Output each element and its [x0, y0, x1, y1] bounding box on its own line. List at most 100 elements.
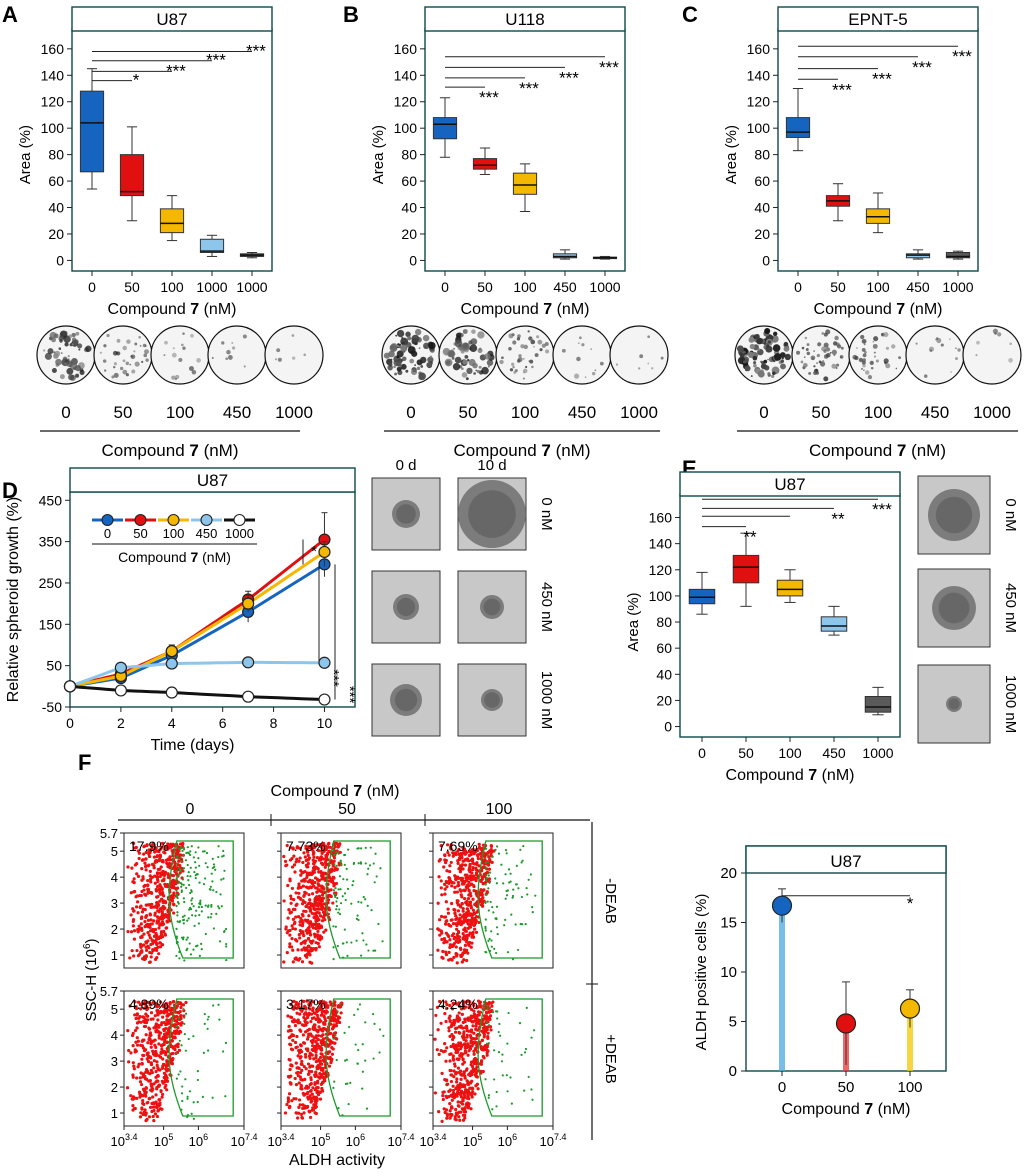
- panel-C-title: EPNT-5: [848, 10, 908, 29]
- cell-event: [312, 866, 316, 871]
- cell-event: [451, 1088, 456, 1093]
- cell-event: [134, 1016, 138, 1021]
- cell-event: [173, 1047, 177, 1051]
- colony-dot: [757, 348, 761, 351]
- cell-event: [289, 1043, 293, 1047]
- cell-event: [159, 847, 163, 851]
- aldh-positive-event: [500, 863, 503, 866]
- cell-event: [479, 1059, 484, 1063]
- y-tick-label: 0: [56, 252, 64, 268]
- colony-dot: [477, 331, 485, 339]
- cell-event: [456, 1057, 461, 1062]
- cell-event: [457, 1044, 461, 1048]
- cell-event: [449, 1079, 454, 1084]
- cell-event: [161, 1057, 165, 1061]
- cell-event: [329, 1022, 333, 1026]
- colony-dot: [398, 343, 402, 347]
- cell-event: [449, 1114, 453, 1118]
- aldh-positive-event: [204, 877, 207, 880]
- well-label: 0: [406, 403, 415, 422]
- cell-event: [453, 885, 457, 889]
- cell-event: [284, 864, 288, 868]
- cell-event: [284, 927, 288, 931]
- cell-event: [288, 911, 292, 915]
- cell-event: [127, 1048, 131, 1053]
- colony-dot: [767, 358, 769, 361]
- cell-event: [296, 948, 300, 952]
- cell-event: [141, 907, 145, 911]
- aldh-positive-event: [491, 1108, 494, 1111]
- colony-dot: [541, 343, 546, 348]
- colony-dot: [116, 338, 121, 343]
- significance-label: ***: [341, 686, 358, 704]
- colony-dot: [865, 370, 870, 375]
- cell-event: [143, 1108, 147, 1112]
- aldh-positive-event: [505, 894, 509, 897]
- cell-event: [473, 1016, 477, 1020]
- cell-event: [163, 900, 168, 904]
- cell-event: [145, 948, 149, 952]
- colony-dot: [516, 359, 521, 363]
- colony-dot: [49, 331, 57, 339]
- colony-dot: [870, 366, 874, 370]
- colony-dot: [453, 347, 455, 350]
- cell-event: [448, 1109, 452, 1113]
- cell-event: [301, 899, 305, 903]
- cell-event: [297, 882, 301, 886]
- cell-event: [460, 960, 464, 964]
- cell-event: [141, 1099, 145, 1103]
- aldh-positive-event: [485, 879, 488, 882]
- cell-event: [313, 880, 317, 885]
- colony-dot: [468, 340, 473, 345]
- aldh-positive-event: [338, 908, 341, 911]
- cell-event: [300, 1059, 304, 1064]
- aldh-positive-event: [180, 846, 183, 849]
- cell-event: [149, 1045, 153, 1049]
- aldh-positive-event: [532, 1029, 536, 1032]
- spheroid-image-core: [394, 688, 418, 712]
- cell-event: [305, 955, 309, 959]
- gate-percentage: 4.24%: [438, 996, 478, 1012]
- colony-dot: [77, 343, 83, 349]
- cell-event: [305, 1084, 309, 1088]
- cell-event: [311, 849, 315, 853]
- aldh-positive-event: [488, 881, 491, 884]
- colony-dot: [60, 352, 63, 354]
- aldh-positive-event: [378, 1051, 381, 1054]
- colony-dot: [520, 344, 525, 349]
- colony-dot: [400, 363, 407, 370]
- well-label: 1000: [275, 403, 313, 422]
- x-axis-label: Compound 7 (nM): [461, 301, 590, 318]
- colony-dot: [753, 361, 757, 365]
- colony-dot: [143, 353, 148, 358]
- colony-dot: [881, 333, 884, 336]
- y-tick-label: 120: [41, 94, 65, 110]
- cell-event: [313, 1074, 318, 1079]
- y-tick-label: 40: [754, 200, 770, 216]
- aldh-positive-event: [192, 1035, 195, 1038]
- y-tick-label: 120: [747, 94, 771, 110]
- aldh-positive-event: [506, 1090, 509, 1093]
- colony-dot: [473, 372, 477, 375]
- flow-y-tick-label: 1: [111, 948, 118, 963]
- aldh-positive-event: [218, 940, 222, 943]
- aldh-positive-event: [374, 949, 377, 952]
- cell-event: [302, 1093, 306, 1097]
- flow-x-tick-label: 103.4: [268, 1132, 295, 1149]
- cell-event: [143, 925, 147, 929]
- cell-event: [315, 890, 319, 894]
- cell-event: [155, 875, 159, 879]
- cell-event: [292, 854, 296, 858]
- aldh-positive-event: [221, 855, 224, 858]
- cell-event: [160, 943, 165, 947]
- cell-event: [443, 882, 447, 887]
- cell-event: [144, 903, 148, 907]
- cell-event: [131, 1073, 135, 1077]
- aldh-positive-event: [338, 912, 342, 916]
- colony-dot: [59, 374, 65, 380]
- colony-dot: [414, 364, 417, 367]
- cell-event: [459, 953, 463, 957]
- aldh-positive-event: [196, 1070, 199, 1073]
